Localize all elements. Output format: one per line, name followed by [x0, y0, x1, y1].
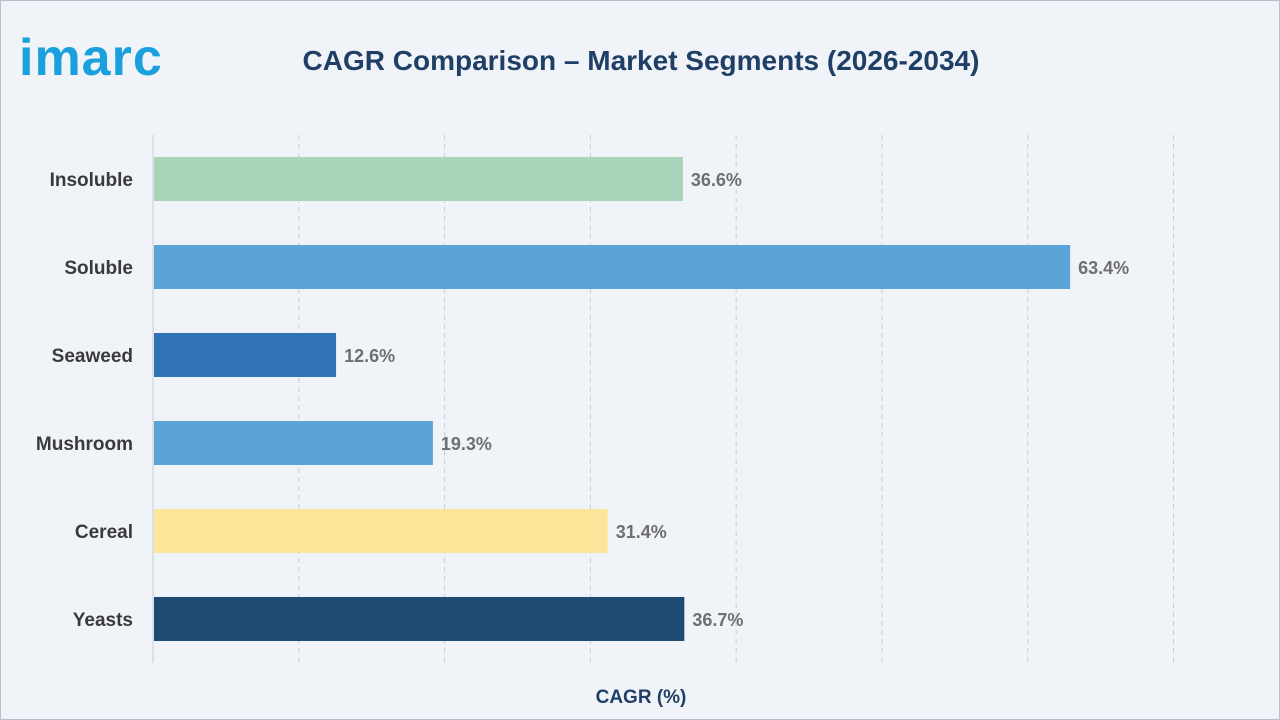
- value-label: 31.4%: [616, 522, 667, 542]
- category-label: Seaweed: [52, 346, 133, 367]
- chart-title: CAGR Comparison – Market Segments (2026-…: [302, 45, 980, 76]
- category-labels: Insoluble Soluble Seaweed Mushroom Cereal Yea…: [36, 170, 133, 631]
- category-label: Insoluble: [50, 170, 133, 191]
- bar-seaweed: [154, 333, 337, 377]
- x-axis-title: CAGR (%): [595, 687, 687, 708]
- gridlines: [152, 135, 1175, 663]
- value-label: 19.3%: [441, 434, 492, 454]
- value-labels: 36.6% 63.4% 12.6% 19.3% 31.4% 36.7%: [344, 170, 1129, 630]
- imarc-logo: imarc: [19, 29, 163, 87]
- category-label: Mushroom: [36, 434, 133, 455]
- bar-yeasts: [154, 597, 685, 641]
- value-label: 63.4%: [1078, 258, 1129, 278]
- category-label: Soluble: [64, 258, 133, 279]
- bar-mushroom: [154, 421, 433, 465]
- logo-text: imarc: [19, 29, 163, 87]
- category-label: Yeasts: [73, 610, 133, 631]
- bars: [154, 157, 1071, 641]
- value-label: 36.7%: [692, 610, 743, 630]
- bar-soluble: [154, 245, 1071, 289]
- value-label: 36.6%: [691, 170, 742, 190]
- bar-insoluble: [154, 157, 683, 201]
- category-label: Cereal: [75, 522, 133, 543]
- bar-cereal: [154, 509, 608, 553]
- value-label: 12.6%: [344, 346, 395, 366]
